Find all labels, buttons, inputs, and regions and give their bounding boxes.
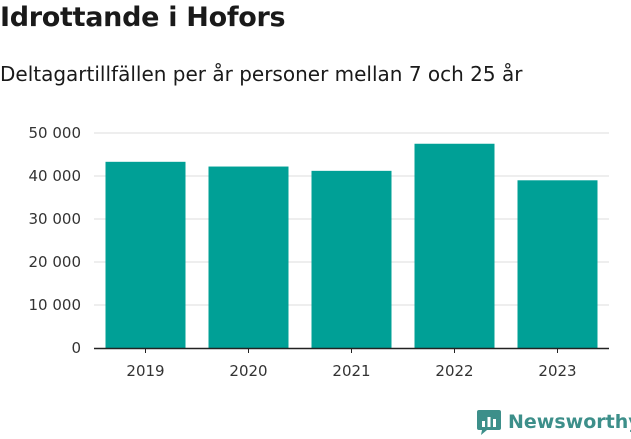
logo-text: Newsworthy (508, 411, 631, 433)
bars (105, 143, 598, 348)
y-tick-label: 0 (71, 339, 81, 357)
bar-2019 (105, 161, 186, 348)
bar-2021 (311, 170, 392, 348)
bar-chart-speech-bubble-icon (477, 410, 501, 435)
chart-subtitle: Deltagartillfällen per år personer mella… (0, 62, 523, 86)
chart-title: Idrottande i Hofors (0, 2, 286, 33)
x-axis-tick-labels: 2019 2020 2021 2022 2023 (94, 347, 609, 380)
x-tick-label: 2020 (229, 362, 267, 380)
bar-2023 (517, 180, 598, 348)
y-tick-label: 40 000 (29, 167, 82, 185)
y-tick-label: 50 000 (29, 124, 82, 142)
bar-2020 (208, 166, 289, 348)
y-tick-label: 20 000 (29, 253, 82, 271)
y-tick-label: 10 000 (29, 296, 82, 314)
x-tick-label: 2019 (126, 362, 164, 380)
y-tick-label: 30 000 (29, 210, 82, 228)
x-tick-label: 2023 (538, 362, 576, 380)
y-axis-tick-labels: 0 10 000 20 000 30 000 40 000 50 000 (29, 124, 82, 357)
bar-2022 (414, 143, 495, 348)
newsworthy-logo[interactable]: Newsworthy (476, 408, 631, 436)
x-tick-label: 2022 (435, 362, 473, 380)
x-tick-label: 2021 (332, 362, 370, 380)
